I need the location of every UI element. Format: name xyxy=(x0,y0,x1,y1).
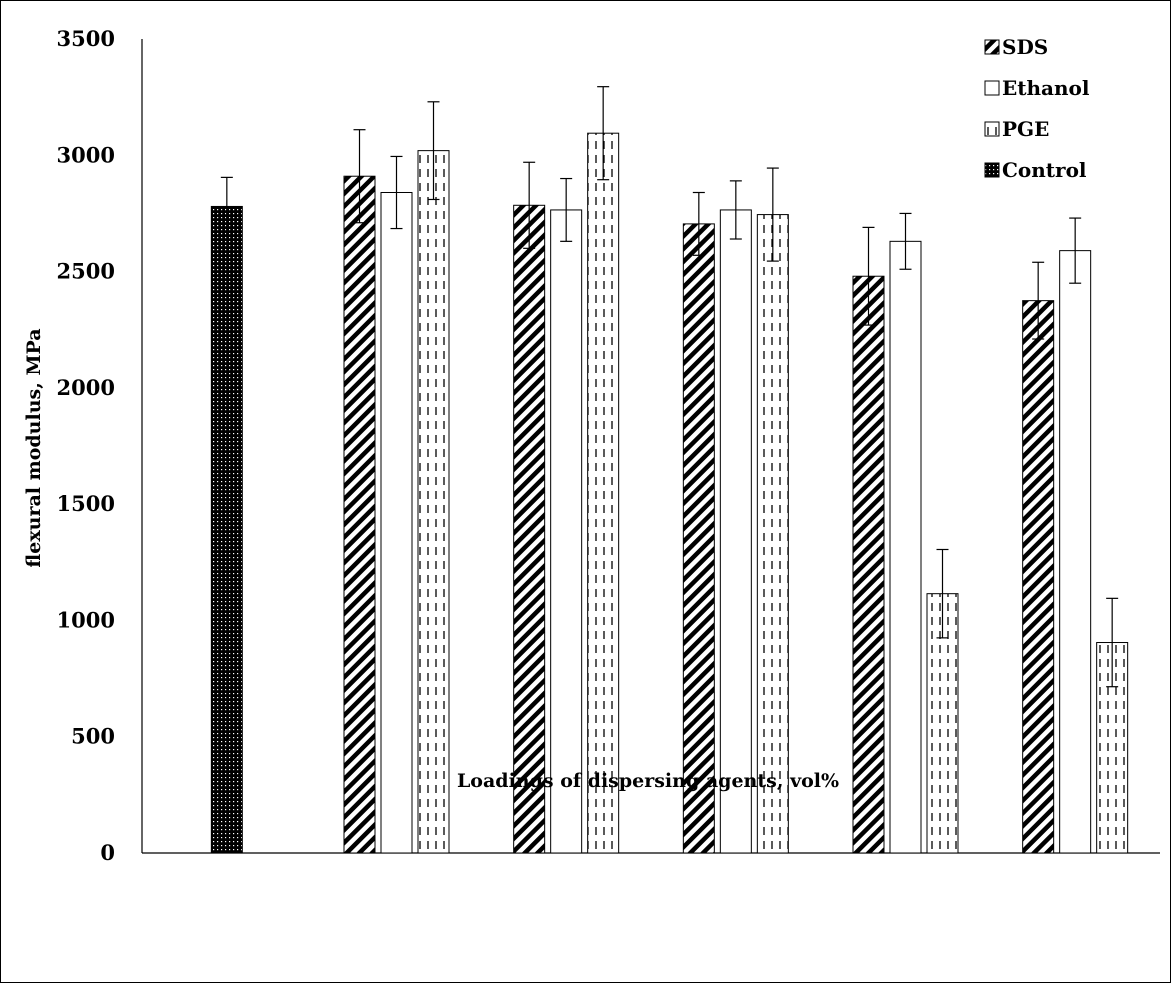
y-tick-label-1000: 1000 xyxy=(57,607,115,632)
y-tick-label-3500: 3500 xyxy=(57,26,115,51)
y-tick-label-2000: 2000 xyxy=(57,375,115,400)
legend-label-control: Control xyxy=(1002,158,1087,182)
legend-swatch-control xyxy=(984,162,1000,178)
error-bar-pge-8 xyxy=(936,548,949,639)
error-bar-pge-6 xyxy=(766,167,779,262)
legend-item-control: Control xyxy=(984,158,1087,182)
legend-item-ethanol: Ethanol xyxy=(984,76,1090,100)
legend: SDS Ethanol PGE Control xyxy=(984,35,1090,182)
bar-ethanol-4 xyxy=(550,209,583,854)
legend-label-pge: PGE xyxy=(1002,117,1049,141)
error-bar-ethanol-4 xyxy=(560,177,573,242)
bar-sds-4 xyxy=(513,204,546,854)
error-bar-ethanol-6 xyxy=(729,180,742,240)
y-tick-label-1500: 1500 xyxy=(57,491,115,516)
bar-ethanol-10 xyxy=(1059,250,1092,854)
bar-sds-6 xyxy=(682,223,715,854)
bar-sds-8 xyxy=(852,275,885,854)
bar-ethanol-8 xyxy=(889,240,922,854)
bar-ethanol-2 xyxy=(380,191,413,854)
error-bar-ethanol-2 xyxy=(390,155,403,230)
bar-ethanol-6 xyxy=(719,209,752,854)
error-bar-ethanol-10 xyxy=(1069,217,1082,284)
x-axis-title: Loadings of dispersing agents, vol% xyxy=(457,770,839,792)
plot-area: 05001000150020002500300035000246810 xyxy=(57,26,1160,865)
y-tick-label-2500: 2500 xyxy=(57,259,115,284)
legend-label-ethanol: Ethanol xyxy=(1002,76,1090,100)
bar-control-0 xyxy=(210,205,243,854)
bar-sds-2 xyxy=(343,175,376,854)
error-bar-ethanol-8 xyxy=(899,212,912,270)
error-bar-sds-8 xyxy=(862,226,875,326)
error-bar-sds-10 xyxy=(1032,261,1045,340)
error-bar-sds-4 xyxy=(523,161,536,249)
bar-pge-4 xyxy=(587,132,620,854)
bar-sds-10 xyxy=(1022,300,1055,854)
error-bar-sds-6 xyxy=(692,191,705,256)
legend-item-sds: SDS xyxy=(984,35,1048,59)
error-bar-pge-10 xyxy=(1106,597,1119,688)
error-bar-control-0 xyxy=(220,176,233,237)
error-bar-sds-2 xyxy=(353,129,366,224)
error-bar-pge-4 xyxy=(597,86,610,181)
y-tick-label-0: 0 xyxy=(100,840,115,865)
legend-swatch-ethanol xyxy=(984,80,1000,96)
error-bar-pge-2 xyxy=(427,101,440,201)
legend-item-pge: PGE xyxy=(984,117,1049,141)
legend-label-sds: SDS xyxy=(1002,35,1048,59)
y-tick-label-3000: 3000 xyxy=(57,142,115,167)
legend-swatch-pge xyxy=(984,121,1000,137)
y-tick-label-500: 500 xyxy=(71,724,115,749)
y-axis-title: flexural modulus, MPa xyxy=(23,328,45,567)
bar-pge-2 xyxy=(417,150,450,854)
bar-pge-6 xyxy=(756,214,789,854)
legend-swatch-sds xyxy=(984,39,1000,55)
